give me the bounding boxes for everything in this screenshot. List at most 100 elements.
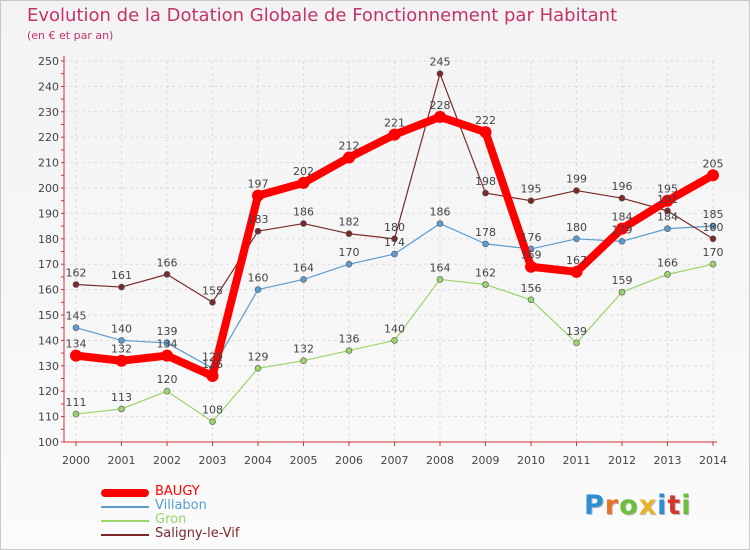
x-tick-label: 2010 [517, 454, 545, 467]
data-label-baugy: 205 [703, 157, 724, 170]
data-label-villabon: 180 [566, 221, 587, 234]
data-point-saligny-le-vif [391, 235, 398, 243]
data-label-baugy: 222 [475, 114, 496, 127]
x-axis-ticks: 2000 2001 2002 2003 2004 2005 2006 2007 2008 2009… [62, 454, 727, 467]
data-label-gron: 113 [111, 391, 132, 404]
y-tick-label: 240 [38, 80, 59, 93]
data-label-baugy: 202 [293, 165, 314, 178]
data-point-villabon [709, 222, 717, 230]
data-point-gron [573, 339, 580, 347]
data-label-gron: 129 [248, 350, 269, 363]
data-label-gron: 159 [612, 274, 633, 287]
axes [61, 56, 717, 446]
data-label-villabon: 129 [202, 350, 223, 363]
data-label-saligny-le-vif: 196 [612, 180, 633, 193]
x-tick-label: 2008 [426, 454, 454, 467]
data-point-gron [254, 365, 262, 372]
data-point-villabon [391, 250, 398, 258]
y-tick-label: 130 [38, 360, 59, 373]
data-point-baugy [570, 265, 583, 278]
data-label-gron: 156 [521, 282, 542, 295]
y-tick-label: 160 [38, 284, 59, 297]
x-tick-label: 2002 [153, 454, 181, 467]
data-point-saligny-le-vif [72, 281, 80, 288]
data-label-saligny-le-vif: 195 [521, 183, 542, 196]
x-tick-label: 2006 [335, 454, 363, 467]
data-point-saligny-le-vif [527, 197, 535, 204]
data-point-baugy [434, 110, 446, 123]
logo-letter: o [619, 490, 639, 521]
data-label-baugy: 184 [612, 211, 633, 224]
data-label-saligny-le-vif: 161 [111, 269, 132, 282]
data-point-villabon [300, 276, 307, 283]
series-saligny-le-vif [72, 70, 717, 306]
legend-item-villabon: Villabon [101, 498, 321, 514]
data-label-saligny-le-vif: 180 [384, 221, 405, 234]
data-label-villabon: 170 [339, 246, 360, 259]
logo-letter: i [657, 490, 668, 521]
data-point-gron [209, 418, 216, 425]
data-label-saligny-le-vif: 162 [66, 267, 87, 280]
data-label-villabon: 179 [612, 223, 633, 236]
legend-label-baugy: BAUGY [155, 484, 200, 499]
legend-item-saligny-le-vif: Saligny-le-Vif [101, 526, 321, 542]
data-point-gron [345, 347, 353, 354]
data-point-gron [527, 296, 535, 304]
y-tick-label: 170 [38, 258, 59, 271]
data-label-gron: 120 [157, 373, 178, 386]
data-point-baugy [70, 349, 82, 362]
data-label-villabon: 174 [384, 236, 405, 249]
data-point-saligny-le-vif [664, 207, 671, 215]
y-tick-label: 230 [38, 106, 59, 119]
y-tick-label: 110 [38, 411, 59, 424]
data-label-saligny-le-vif: 182 [339, 216, 360, 229]
data-label-saligny-le-vif: 155 [202, 284, 223, 297]
logo-letter: r [604, 490, 620, 521]
data-label-villabon: 186 [430, 206, 451, 219]
data-point-gron [618, 288, 626, 296]
x-tick-label: 2005 [290, 454, 318, 467]
data-point-baugy [343, 151, 355, 164]
data-label-saligny-le-vif: 186 [293, 206, 314, 219]
data-point-gron [436, 276, 444, 283]
data-point-baugy [206, 369, 219, 382]
data-point-saligny-le-vif [436, 70, 444, 77]
data-point-saligny-le-vif [300, 220, 307, 227]
data-label-gron: 140 [384, 322, 405, 335]
data-label-villabon: 164 [293, 261, 314, 274]
legend-label-saligny-le-vif: Saligny-le-Vif [155, 526, 240, 541]
data-label-baugy: 169 [521, 249, 542, 262]
y-tick-label: 180 [38, 233, 59, 246]
data-point-villabon [118, 337, 125, 344]
data-point-baugy [115, 354, 128, 367]
logo-letter: t [667, 490, 682, 521]
data-point-baugy [388, 128, 401, 141]
legend-swatch-villabon [101, 506, 149, 508]
data-point-villabon [482, 240, 489, 248]
data-point-gron [664, 271, 671, 278]
data-label-baugy: 228 [430, 99, 451, 112]
data-point-gron [163, 387, 171, 395]
data-label-baugy: 195 [657, 183, 678, 196]
series-baugy [70, 110, 719, 382]
data-label-gron: 108 [202, 404, 223, 417]
data-point-saligny-le-vif [209, 298, 216, 306]
data-point-saligny-le-vif [482, 189, 489, 197]
data-label-saligny-le-vif: 199 [566, 173, 587, 186]
data-label-saligny-le-vif: 180 [703, 221, 724, 234]
logo-letter: x [638, 490, 658, 521]
y-tick-label: 150 [38, 309, 59, 322]
data-label-gron: 111 [66, 396, 87, 409]
data-label-baugy: 126 [202, 358, 223, 371]
data-label-baugy: 212 [339, 140, 360, 153]
data-point-villabon [163, 339, 171, 347]
logo-letter: P [584, 490, 605, 521]
y-tick-label: 100 [38, 436, 59, 449]
data-label-villabon: 178 [475, 226, 496, 239]
x-tick-label: 2013 [654, 454, 682, 467]
data-label-villabon: 185 [703, 208, 724, 221]
data-point-villabon [72, 324, 80, 332]
data-point-saligny-le-vif [163, 271, 171, 278]
